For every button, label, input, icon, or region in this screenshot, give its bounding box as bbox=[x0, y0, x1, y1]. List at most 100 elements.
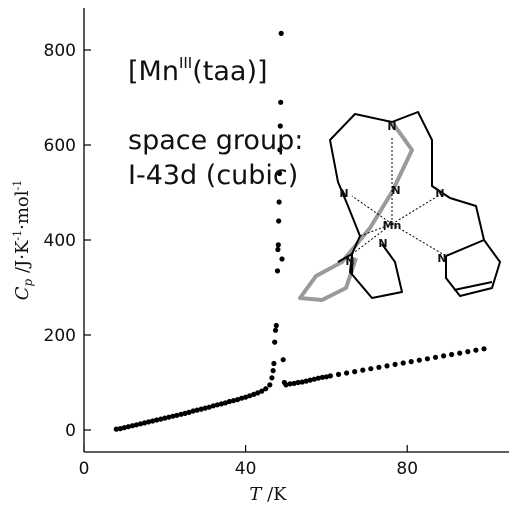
data-point bbox=[198, 406, 204, 412]
molecule-structure-diagram: Mn N N N N N N N bbox=[298, 111, 501, 302]
molecule-left-ring-bonds bbox=[337, 253, 353, 274]
data-point bbox=[272, 327, 279, 333]
data-point bbox=[376, 364, 382, 370]
data-point bbox=[113, 426, 119, 432]
y-tick-label: 200 bbox=[44, 326, 76, 346]
data-point bbox=[335, 371, 342, 377]
data-point bbox=[129, 423, 136, 429]
data-point bbox=[384, 363, 390, 369]
data-point bbox=[481, 346, 487, 352]
x-tick-label: 0 bbox=[79, 459, 90, 479]
data-point bbox=[230, 398, 237, 404]
data-point bbox=[158, 416, 164, 422]
data-point bbox=[276, 199, 282, 205]
data-point bbox=[323, 374, 329, 380]
data-point bbox=[287, 381, 293, 387]
y-tick-label: 800 bbox=[44, 41, 76, 61]
data-point bbox=[465, 349, 471, 355]
molecule-left-arm bbox=[329, 113, 403, 299]
data-point bbox=[269, 375, 275, 381]
space-group-value: I-43d (cubic) bbox=[128, 160, 298, 191]
data-point bbox=[280, 357, 286, 363]
x-tick-label: 40 bbox=[235, 459, 257, 479]
data-point bbox=[210, 403, 216, 409]
molecule-back-arm bbox=[298, 120, 414, 302]
data-point bbox=[392, 361, 398, 367]
data-point bbox=[408, 359, 414, 365]
y-axis-title: Cp /J·K-1·mol-1 bbox=[11, 180, 35, 300]
data-point bbox=[307, 377, 313, 383]
x-tick-label: 80 bbox=[396, 459, 418, 479]
data-point bbox=[274, 268, 281, 274]
tick-labels: 0 200 400 600 800 0 40 80 bbox=[44, 41, 418, 479]
atom-label-n-back-imine: N bbox=[391, 184, 400, 197]
data-point bbox=[311, 376, 317, 382]
atom-label-n-back-pyrrole: N bbox=[345, 255, 354, 268]
atom-label-n-right-pyrrole: N bbox=[437, 252, 446, 265]
molecule-right-ring-bonds bbox=[445, 239, 493, 291]
compound-suffix: (taa)] bbox=[192, 56, 267, 87]
data-point bbox=[255, 390, 261, 396]
atom-label-n-right-imine: N bbox=[435, 187, 444, 200]
compound-superscript: III bbox=[179, 54, 192, 72]
data-point bbox=[283, 382, 289, 388]
molecule-right-arm bbox=[391, 111, 501, 297]
data-point bbox=[239, 395, 245, 401]
y-tick-label: 400 bbox=[44, 231, 76, 251]
data-point bbox=[270, 368, 276, 374]
y-tick-label: 600 bbox=[44, 136, 76, 156]
data-point bbox=[473, 347, 479, 353]
data-point bbox=[277, 123, 283, 129]
data-point bbox=[194, 407, 200, 413]
axes bbox=[83, 8, 509, 453]
data-point bbox=[218, 401, 224, 407]
data-point bbox=[117, 426, 123, 432]
data-point bbox=[275, 242, 281, 248]
data-point bbox=[271, 360, 277, 367]
data-point bbox=[457, 350, 463, 356]
data-points bbox=[113, 30, 487, 432]
y-axis-var: C bbox=[12, 286, 33, 300]
data-point bbox=[125, 424, 131, 430]
data-point bbox=[150, 418, 156, 424]
data-point bbox=[279, 256, 285, 262]
data-point bbox=[278, 30, 284, 36]
data-point bbox=[243, 394, 249, 400]
x-axis-title: T /K bbox=[249, 484, 287, 505]
y-axis-exp-b: -1 bbox=[11, 180, 24, 191]
data-point bbox=[291, 380, 297, 386]
data-point bbox=[416, 357, 422, 363]
y-axis-unit-b: ·mol bbox=[12, 190, 33, 230]
data-point bbox=[206, 404, 212, 410]
data-point bbox=[278, 99, 284, 105]
data-point bbox=[272, 339, 278, 345]
y-axis-exp-a: -1 bbox=[11, 230, 24, 241]
data-point bbox=[267, 382, 273, 388]
atom-label-n-left-imine: N bbox=[339, 187, 348, 200]
data-point bbox=[174, 412, 180, 418]
data-point bbox=[259, 388, 265, 394]
data-point bbox=[162, 415, 168, 421]
data-point bbox=[276, 170, 283, 177]
data-point bbox=[295, 379, 301, 386]
data-point bbox=[138, 421, 144, 427]
coordination-bonds bbox=[351, 138, 447, 257]
data-point bbox=[170, 413, 176, 419]
data-point bbox=[360, 367, 366, 373]
data-point bbox=[166, 414, 172, 420]
y-axis-sub: p bbox=[21, 278, 35, 286]
data-point bbox=[277, 147, 283, 153]
data-point bbox=[121, 425, 127, 431]
data-point bbox=[344, 370, 350, 376]
data-point bbox=[263, 386, 269, 392]
x-axis-unit: /K bbox=[261, 484, 287, 505]
y-axis-unit-a: /J·K bbox=[12, 240, 33, 279]
data-point bbox=[226, 398, 232, 405]
data-point bbox=[178, 411, 184, 417]
data-point bbox=[222, 400, 228, 406]
compound-label: [MnIII(taa)] bbox=[128, 54, 268, 87]
data-point bbox=[276, 218, 282, 224]
data-point bbox=[214, 402, 220, 408]
atom-label-mn: Mn bbox=[383, 219, 402, 232]
x-axis-var: T bbox=[249, 484, 263, 505]
